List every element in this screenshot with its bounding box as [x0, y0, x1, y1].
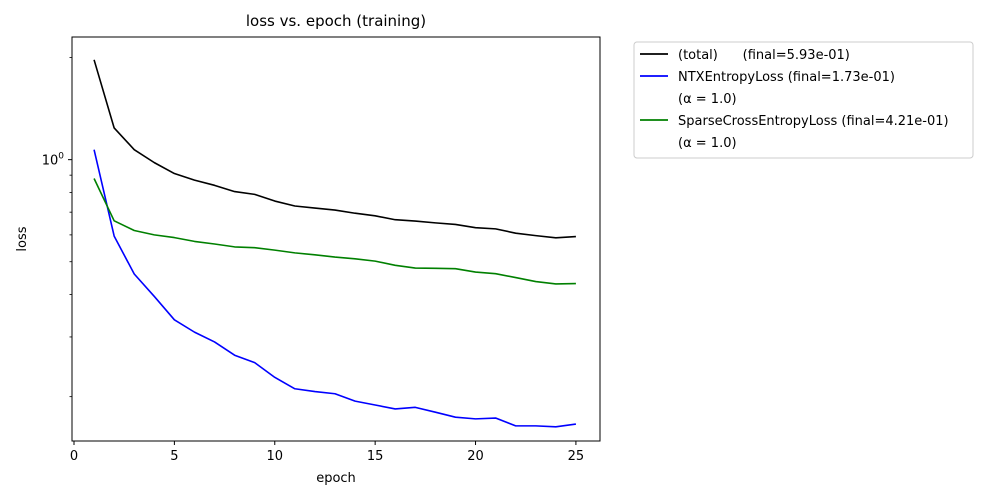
legend-label-0: (total) (final=5.93e-01)	[678, 48, 850, 63]
x-axis-label: epoch	[316, 471, 356, 486]
legend-sublabel-2: (α = 1.0)	[678, 136, 737, 151]
x-tick-label: 15	[367, 449, 384, 464]
legend-label-1: NTXEntropyLoss (final=1.73e-01)	[678, 70, 895, 85]
x-tick-label: 10	[266, 449, 283, 464]
y-tick-label: 100	[42, 152, 65, 169]
x-tick-label: 25	[568, 449, 585, 464]
x-tick-label: 5	[170, 449, 178, 464]
x-tick-label: 20	[467, 449, 484, 464]
legend-box	[633, 41, 974, 159]
legend: (total) (final=5.93e-01) NTXEntropyLoss (…	[633, 41, 974, 159]
series-line-1	[93, 149, 577, 428]
x-tick-label: 0	[70, 449, 78, 464]
y-axis-ticks: 100	[42, 57, 72, 398]
plot-layer	[93, 59, 577, 428]
legend-label-2: SparseCrossEntropyLoss (final=4.21e-01)	[678, 114, 949, 129]
chart-title: loss vs. epoch (training)	[246, 12, 426, 30]
x-axis-ticks: 0 5 10 15 20 25	[70, 441, 584, 464]
legend-sublabel-1: (α = 1.0)	[678, 92, 737, 107]
y-axis-label: loss	[15, 226, 30, 251]
series-line-0	[93, 59, 576, 239]
plot-frame	[71, 36, 601, 442]
series-line-2	[93, 178, 576, 285]
